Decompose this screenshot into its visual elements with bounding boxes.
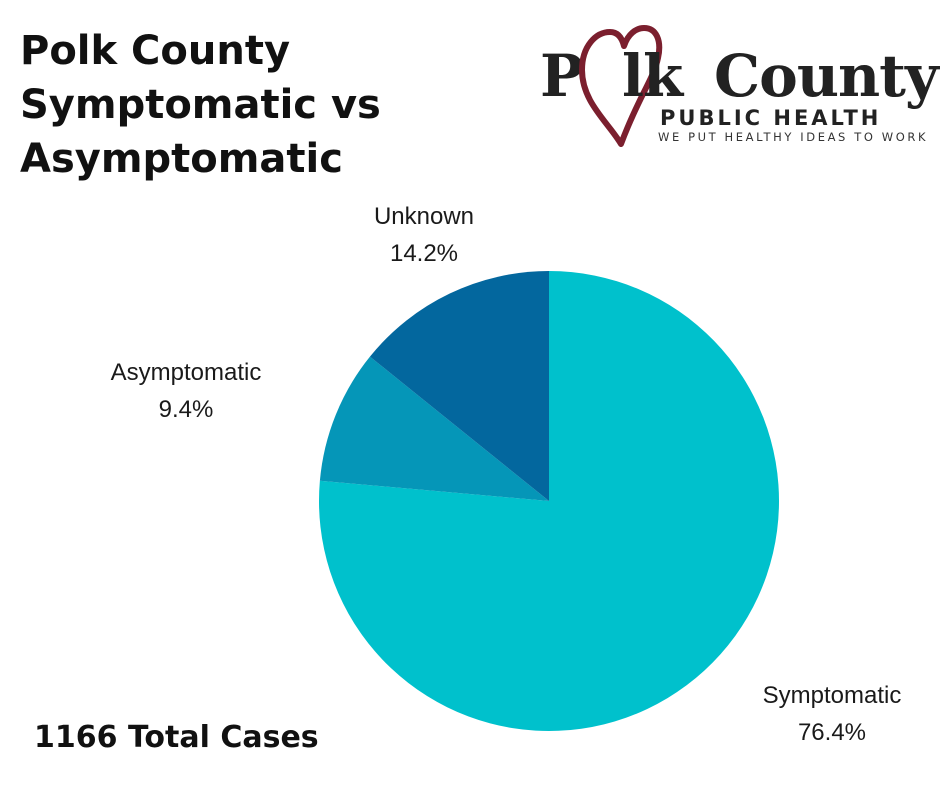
slice-label-asymptomatic: Asymptomatic 9.4% xyxy=(111,354,262,428)
slice-label-symptomatic-value: 76.4% xyxy=(797,719,867,746)
total-cases: 1166 Total Cases xyxy=(34,720,319,755)
logo-subtitle: PUBLIC HEALTH xyxy=(660,106,882,130)
slice-label-asymptomatic-value: 9.4% xyxy=(158,396,214,423)
polk-county-public-health-logo: P lk County PUBLIC HEALTH WE PUT HEALTHY… xyxy=(538,24,939,154)
pie-slice-asymptomatic xyxy=(319,356,549,501)
title-line-3: Asymptomatic xyxy=(20,136,343,182)
logo-tagline: WE PUT HEALTHY IDEAS TO WORK xyxy=(658,130,929,144)
slice-label-unknown: Unknown 14.2% xyxy=(374,198,474,272)
heart-icon xyxy=(579,25,663,147)
logo-word-county: County xyxy=(714,42,939,110)
pie-slice-symptomatic xyxy=(319,271,780,731)
logo-letter-p: P xyxy=(540,42,584,110)
slice-label-asymptomatic-name: Asymptomatic xyxy=(110,359,262,386)
slice-label-symptomatic-name: Symptomatic xyxy=(762,682,902,709)
slice-label-symptomatic: Symptomatic 76.4% xyxy=(763,677,902,751)
logo-letters-lk: lk xyxy=(622,42,683,110)
chart-title: Polk County Symptomatic vs Asymptomatic xyxy=(20,24,480,186)
title-line-1: Polk County xyxy=(20,28,291,74)
slice-label-unknown-value: 14.2% xyxy=(389,240,459,267)
slice-label-unknown-name: Unknown xyxy=(373,203,475,230)
title-line-2: Symptomatic vs xyxy=(20,82,381,128)
pie-slice-unknown xyxy=(369,271,549,501)
